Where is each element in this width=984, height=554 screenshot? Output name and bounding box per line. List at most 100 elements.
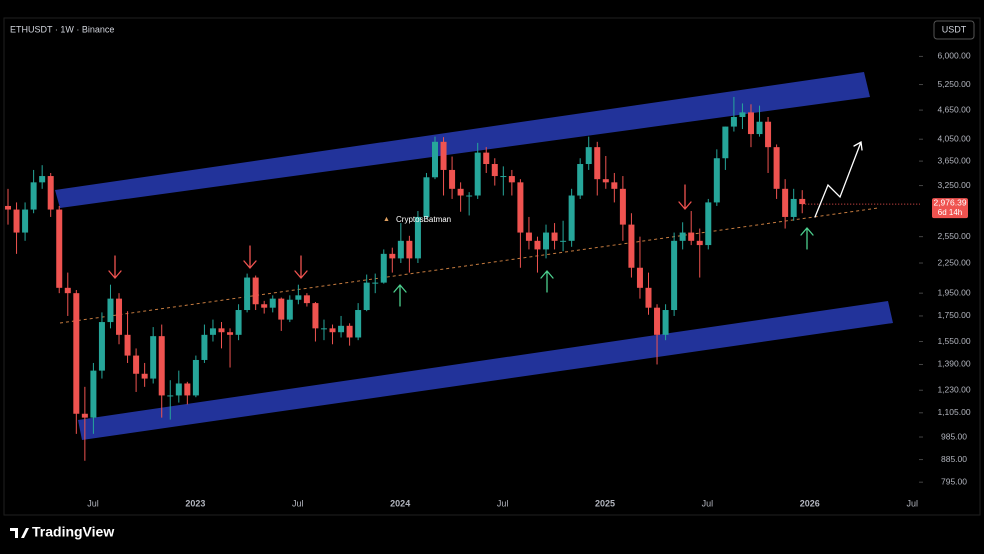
candle-body [525,232,532,241]
candle-body [782,188,789,217]
candle-body [192,359,199,396]
down-arrow [678,184,692,210]
candle-body [286,299,293,320]
candle-body [201,334,208,360]
watermark: CryptosBatman [396,215,451,224]
candle-body [440,141,447,170]
annotations [108,140,863,307]
candle-body [799,198,806,205]
candle-body [116,298,123,335]
candle-body [329,328,336,333]
up-arrows [393,227,814,307]
candle-body [568,195,575,241]
y-tick-label: 3,650.00 [937,155,970,165]
candle-body [380,253,387,283]
candle-body [141,373,148,379]
watermark-icon: ▲ [383,216,390,223]
candle-body [671,240,678,311]
candle-body [645,287,652,308]
candle-body [730,117,737,127]
candle-body [747,112,754,135]
brand-logo: TradingView [10,524,114,540]
down-arrow [243,245,257,269]
candle-body [5,205,11,210]
candle-body [98,322,105,371]
candle-body [636,267,643,288]
candle-body [295,295,302,300]
candle-body [551,232,558,241]
candle-body [30,182,37,210]
candle-body [320,328,327,330]
candle-body [765,121,772,148]
upper-channel [55,72,870,208]
candle-body [56,209,63,288]
candle-body [389,253,396,259]
candle-body [338,325,345,333]
y-tick-label: 1,950.00 [937,287,970,297]
candle-body [355,310,362,338]
candle-body [64,287,71,294]
logo-icon [10,528,29,538]
lower-channel [78,301,893,440]
down-arrow [294,255,308,279]
brand-name: TradingView [32,524,114,540]
y-tick-label: 5,250.00 [937,79,970,89]
candle-body [654,307,661,335]
candle-body [175,383,182,396]
candle-body [312,303,319,329]
candle-body [432,141,438,178]
candle-body [491,164,498,177]
y-tick-label: 6,000.00 [937,51,970,61]
candle-body [209,328,216,335]
candle-body [705,202,712,246]
candle-body [47,176,54,210]
x-tick-label: Jul [292,498,304,508]
plot [5,72,920,461]
candle-body [773,147,780,189]
candle-body [474,152,481,196]
candle-body [713,158,720,203]
candle-body [81,413,88,418]
candle-body [303,295,310,304]
candle-body [107,298,114,323]
candle-body [602,179,609,183]
candle-body [90,370,97,418]
candle-body [483,152,490,165]
candle-body [508,176,515,183]
candle-body [73,293,80,414]
down-arrows [108,184,692,279]
y-tick-label: 2,550.00 [937,231,970,241]
currency-button[interactable] [933,20,975,40]
x-tick-label: 2024 [390,498,410,508]
y-tick-label: 795.00 [941,476,967,486]
countdown: 6d 14h [938,208,962,217]
candle-body [756,121,763,135]
y-tick-label: 1,105.00 [937,407,970,417]
candle-body [184,383,191,396]
last-price-label: 2,976.39 [933,197,966,207]
candle-body [619,188,626,225]
candle-body [372,282,379,284]
x-tick-label: Jul [497,498,509,508]
candle-body [517,182,524,233]
x-tick-label: 2023 [185,498,205,508]
down-arrow [108,255,122,279]
y-tick-label: 3,250.00 [937,180,970,190]
candle-body [423,177,430,217]
candle-body [397,240,404,259]
candle-body [278,298,285,320]
y-tick-label: 1,550.00 [937,336,970,346]
up-arrow [393,284,407,307]
candle-body [133,355,140,374]
x-tick-label: Jul [702,498,714,508]
x-tick-label: Jul [87,498,99,508]
candle-body [688,232,695,241]
candle-body [124,334,131,356]
x-tick-label: Jul [906,498,918,508]
candle-body [594,147,601,180]
candle-body [227,332,234,335]
candle-body [611,182,618,189]
candle-body [39,176,46,183]
last-price-box [932,198,968,219]
